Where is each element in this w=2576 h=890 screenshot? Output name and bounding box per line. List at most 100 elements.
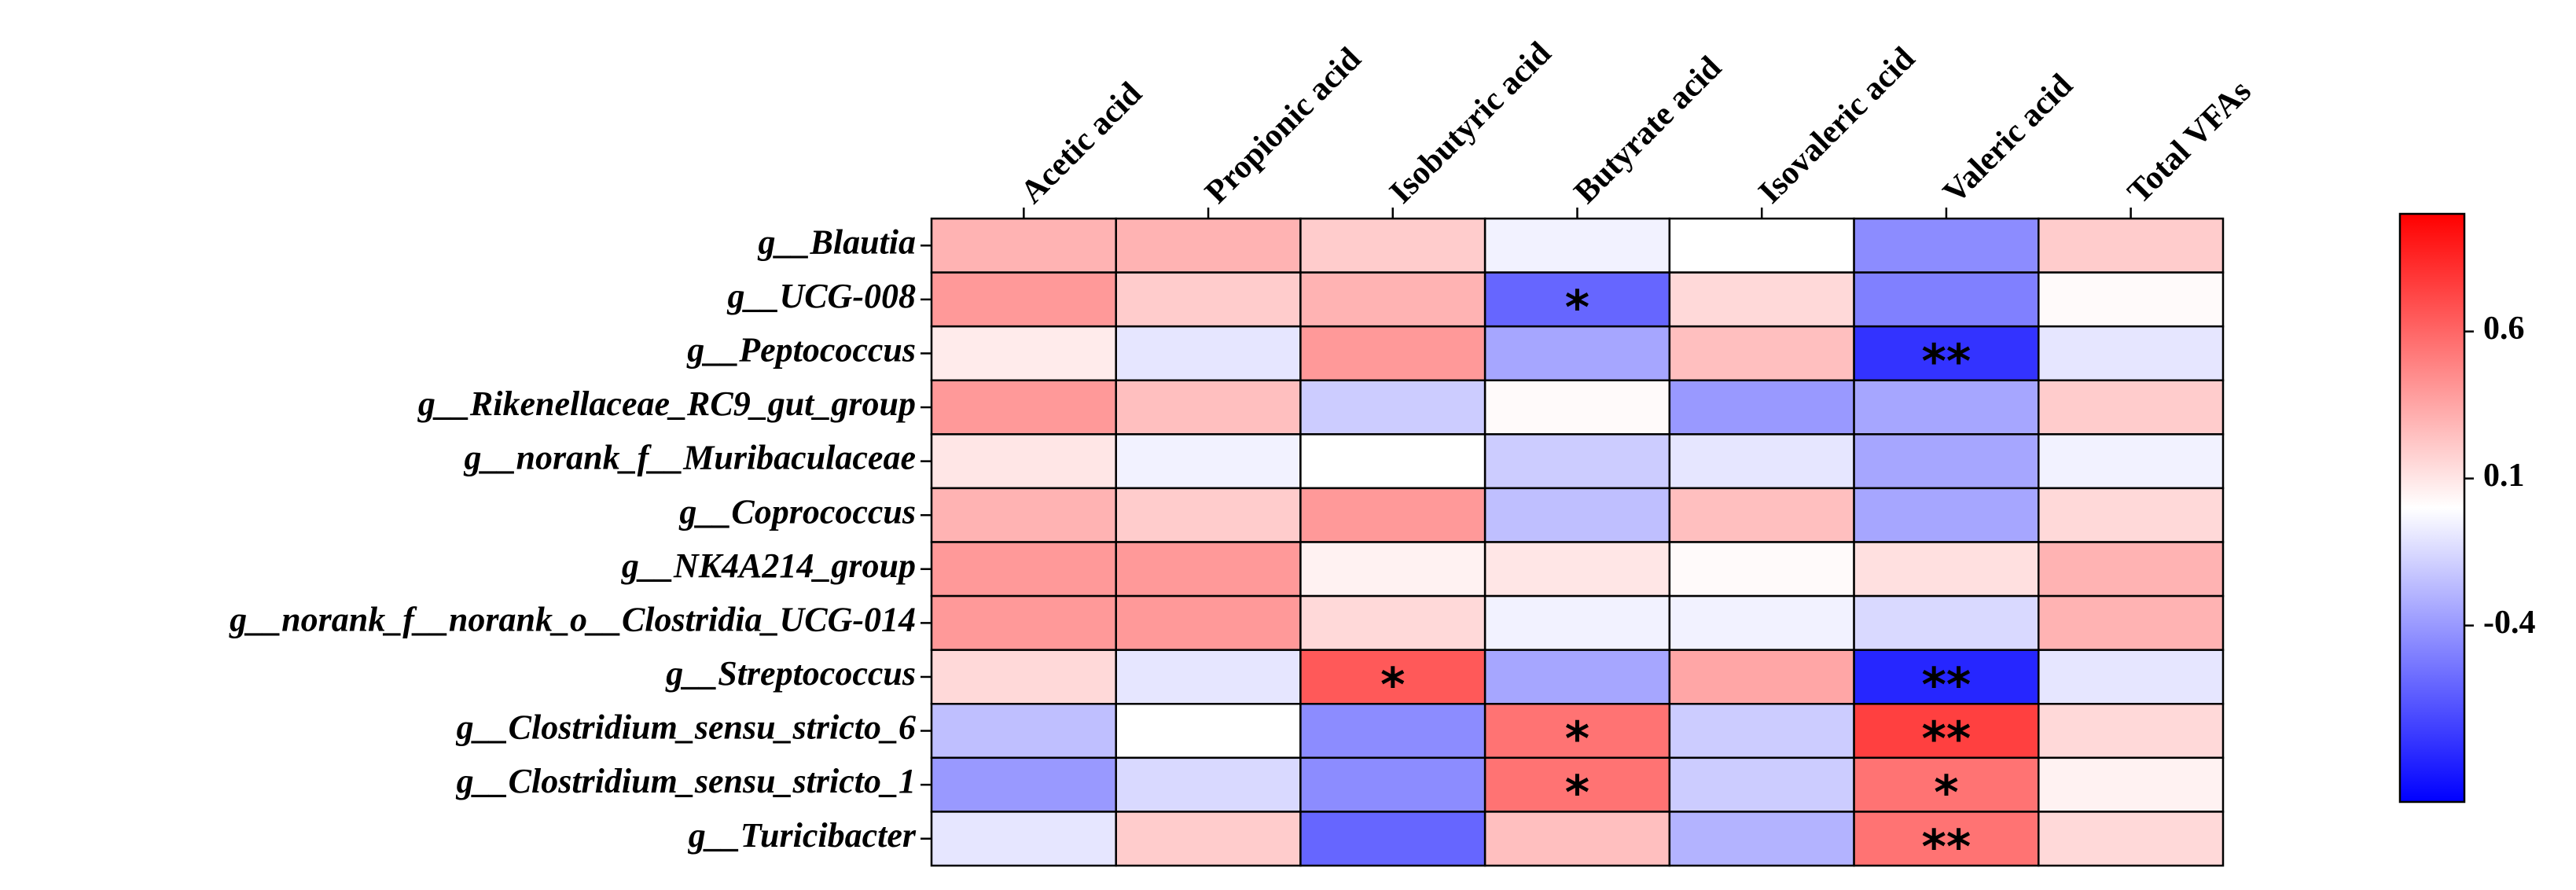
row-label: g__UCG-008 bbox=[726, 277, 916, 315]
heat-cell bbox=[1483, 217, 1671, 274]
heat-cell bbox=[1115, 541, 1302, 598]
heat-cell bbox=[1483, 541, 1671, 598]
colorbar-tick-label: -0.4 bbox=[2483, 605, 2536, 641]
heat-cell bbox=[930, 594, 1117, 651]
heat-cell bbox=[1299, 271, 1486, 328]
heat-cell bbox=[930, 649, 1117, 705]
heat-cell bbox=[1668, 487, 1855, 543]
column-label: Total VFAs bbox=[2121, 73, 2258, 211]
heat-cell bbox=[1299, 487, 1486, 543]
heat-cell bbox=[1115, 217, 1302, 274]
column-label: Valeric acid bbox=[1936, 68, 2079, 211]
heat-cell bbox=[1668, 541, 1855, 598]
heat-cell bbox=[1853, 433, 2040, 490]
heat-cell bbox=[1483, 271, 1671, 328]
colorbar bbox=[2398, 212, 2466, 804]
heat-cell bbox=[1668, 379, 1855, 436]
row-label: g__norank_f__norank_o__Clostridia_UCG-01… bbox=[229, 600, 916, 638]
heat-cell bbox=[1853, 325, 2040, 381]
heat-cell bbox=[2038, 541, 2225, 598]
row-label: g__Turicibacter bbox=[688, 816, 917, 855]
heat-cell bbox=[1853, 594, 2040, 651]
heat-cell bbox=[1115, 594, 1302, 651]
heat-cell bbox=[1299, 756, 1486, 813]
heat-cell bbox=[1483, 487, 1671, 543]
heat-cell bbox=[1483, 379, 1671, 436]
heat-cell bbox=[1115, 271, 1302, 328]
heat-cell bbox=[1115, 379, 1302, 436]
heat-cell bbox=[2038, 379, 2225, 436]
heat-cell bbox=[1853, 541, 2040, 598]
row-label: g__norank_f__Muribaculaceae bbox=[464, 439, 916, 477]
heat-cell bbox=[1668, 811, 1855, 867]
heat-cell bbox=[1668, 594, 1855, 651]
heat-cell bbox=[1853, 487, 2040, 543]
heat-cell bbox=[1115, 325, 1302, 381]
heat-cell bbox=[1299, 811, 1486, 867]
heat-cell bbox=[930, 541, 1117, 598]
heat-cell bbox=[2038, 433, 2225, 490]
heat-cell bbox=[2038, 594, 2225, 651]
row-label: g__Streptococcus bbox=[665, 654, 916, 693]
row-label: g__Clostridium_sensu_stricto_1 bbox=[456, 762, 916, 800]
heat-cell bbox=[930, 811, 1117, 867]
heat-cell bbox=[1853, 756, 2040, 813]
heat-cell bbox=[930, 756, 1117, 813]
heat-cell bbox=[1483, 811, 1671, 867]
heat-cell bbox=[930, 487, 1117, 543]
heat-cell bbox=[1668, 433, 1855, 490]
row-label: g__Clostridium_sensu_stricto_6 bbox=[456, 708, 916, 747]
heat-cell bbox=[1299, 217, 1486, 274]
colorbar-tick-label: 0.1 bbox=[2483, 458, 2525, 494]
heat-cell bbox=[2038, 703, 2225, 759]
heat-cell bbox=[1483, 433, 1671, 490]
column-label: Isovaleric acid bbox=[1752, 40, 1922, 210]
heat-cell bbox=[2038, 756, 2225, 813]
colorbar-tick-label: 0.6 bbox=[2483, 311, 2525, 347]
heat-cell bbox=[2038, 271, 2225, 328]
heat-cell bbox=[1668, 703, 1855, 759]
heat-cell bbox=[1115, 703, 1302, 759]
row-label: g__Blautia bbox=[758, 222, 917, 261]
heat-cell bbox=[930, 379, 1117, 436]
heat-cell bbox=[1853, 217, 2040, 274]
heat-cell bbox=[1299, 594, 1486, 651]
column-label: Butyrate acid bbox=[1567, 50, 1729, 211]
heat-cell bbox=[930, 703, 1117, 759]
heat-cell bbox=[2038, 217, 2225, 274]
heat-cell bbox=[2038, 811, 2225, 867]
heat-cell bbox=[2038, 325, 2225, 381]
heat-cell bbox=[1115, 649, 1302, 705]
heat-cell bbox=[1483, 649, 1671, 705]
row-label: g__NK4A214_group bbox=[621, 546, 916, 585]
row-label: g__Rikenellaceae_RC9_gut_group bbox=[417, 384, 916, 423]
heat-cell bbox=[1299, 379, 1486, 436]
significance-mark: ** bbox=[1922, 819, 1972, 874]
heat-cell bbox=[1299, 703, 1486, 759]
heat-cell bbox=[1299, 433, 1486, 490]
heat-cell bbox=[930, 217, 1117, 274]
heat-cell bbox=[1115, 433, 1302, 490]
heat-cell bbox=[1483, 325, 1671, 381]
heat-cell bbox=[1299, 325, 1486, 381]
heat-cell bbox=[1115, 756, 1302, 813]
heat-cell bbox=[1853, 811, 2040, 867]
heat-cell bbox=[1668, 756, 1855, 813]
heat-cell bbox=[1668, 649, 1855, 705]
column-label: Acetic acid bbox=[1014, 75, 1149, 211]
heat-cell bbox=[1115, 811, 1302, 867]
heat-cell bbox=[1668, 217, 1855, 274]
column-label: Isobutyric acid bbox=[1383, 35, 1558, 211]
heat-cell bbox=[2038, 649, 2225, 705]
heat-cell bbox=[1299, 541, 1486, 598]
heat-cell bbox=[2038, 487, 2225, 543]
column-label: Propionic acid bbox=[1198, 41, 1368, 211]
heat-cell bbox=[1853, 379, 2040, 436]
row-label: g__Coprococcus bbox=[678, 492, 916, 531]
row-label: g__Peptococcus bbox=[686, 331, 916, 370]
heat-cell bbox=[1853, 271, 2040, 328]
heat-cell bbox=[1668, 271, 1855, 328]
heat-cell bbox=[930, 325, 1117, 381]
heat-cell bbox=[1668, 325, 1855, 381]
